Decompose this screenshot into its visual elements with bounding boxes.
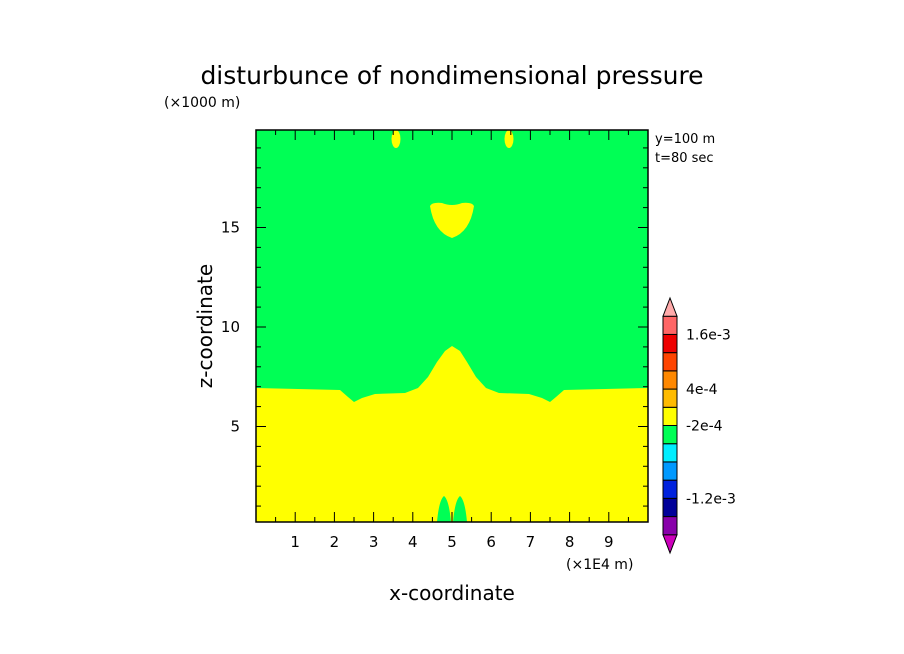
- y-tick-label: 15: [221, 219, 240, 237]
- y-unit-label: (×1000 m): [164, 95, 240, 111]
- colorbar-label: -1.2e-3: [686, 491, 736, 507]
- colorbar-swatch: [662, 479, 678, 499]
- y-tick-label: 10: [221, 318, 240, 336]
- colorbar-swatch: [662, 406, 678, 426]
- y-axis-ticks: 5 10 15: [221, 147, 648, 507]
- bottom-spike-left: [437, 496, 451, 522]
- x-axis-ticks: 1 2 3 4 5 6 7 8 9: [275, 130, 629, 551]
- colorbar-swatch: [662, 388, 678, 408]
- colorbar-swatch: [662, 352, 678, 372]
- colorbar-label: 1.6e-3: [686, 327, 731, 343]
- colorbar: 1.6e-3 4e-4 -2e-4 -1.2e-3: [662, 296, 736, 555]
- colorbar-swatch: [662, 516, 678, 536]
- colorbar-swatch: [662, 461, 678, 481]
- lower-layer-region: [256, 346, 648, 522]
- top-blob-right: [504, 130, 514, 148]
- x-tick-label: 4: [408, 533, 418, 551]
- colorbar-swatch: [662, 497, 678, 518]
- colorbar-swatch: [662, 370, 678, 390]
- y-tick-label: 5: [230, 417, 240, 435]
- x-tick-label: 5: [447, 533, 457, 551]
- top-blob-left: [391, 130, 401, 148]
- bottom-spike-right: [453, 496, 467, 522]
- x-axis-label: x-coordinate: [389, 581, 515, 605]
- chart-title: disturbunce of nondimensional pressure: [200, 61, 703, 90]
- x-tick-label: 9: [604, 533, 614, 551]
- colorbar-label: -2e-4: [686, 419, 723, 435]
- x-tick-label: 2: [330, 533, 340, 551]
- x-tick-label: 1: [290, 533, 300, 551]
- plot-area: [255, 129, 649, 523]
- colorbar-swatch: [662, 296, 678, 317]
- colorbar-swatch: [662, 425, 678, 445]
- y-axis-label: z-coordinate: [193, 264, 217, 388]
- x-unit-label: (×1E4 m): [566, 557, 633, 573]
- colorbar-swatch: [662, 443, 678, 463]
- annotation-y: y=100 m: [655, 132, 715, 147]
- colorbar-label: 4e-4: [686, 382, 718, 398]
- colorbar-swatch: [662, 534, 678, 555]
- annotation-t: t=80 sec: [655, 151, 714, 166]
- x-tick-label: 6: [486, 533, 496, 551]
- colorbar-swatch: [662, 333, 678, 354]
- x-tick-label: 8: [565, 533, 575, 551]
- colorbar-swatch: [662, 315, 678, 335]
- x-tick-label: 7: [526, 533, 536, 551]
- upper-blob: [430, 202, 474, 238]
- x-tick-label: 3: [369, 533, 379, 551]
